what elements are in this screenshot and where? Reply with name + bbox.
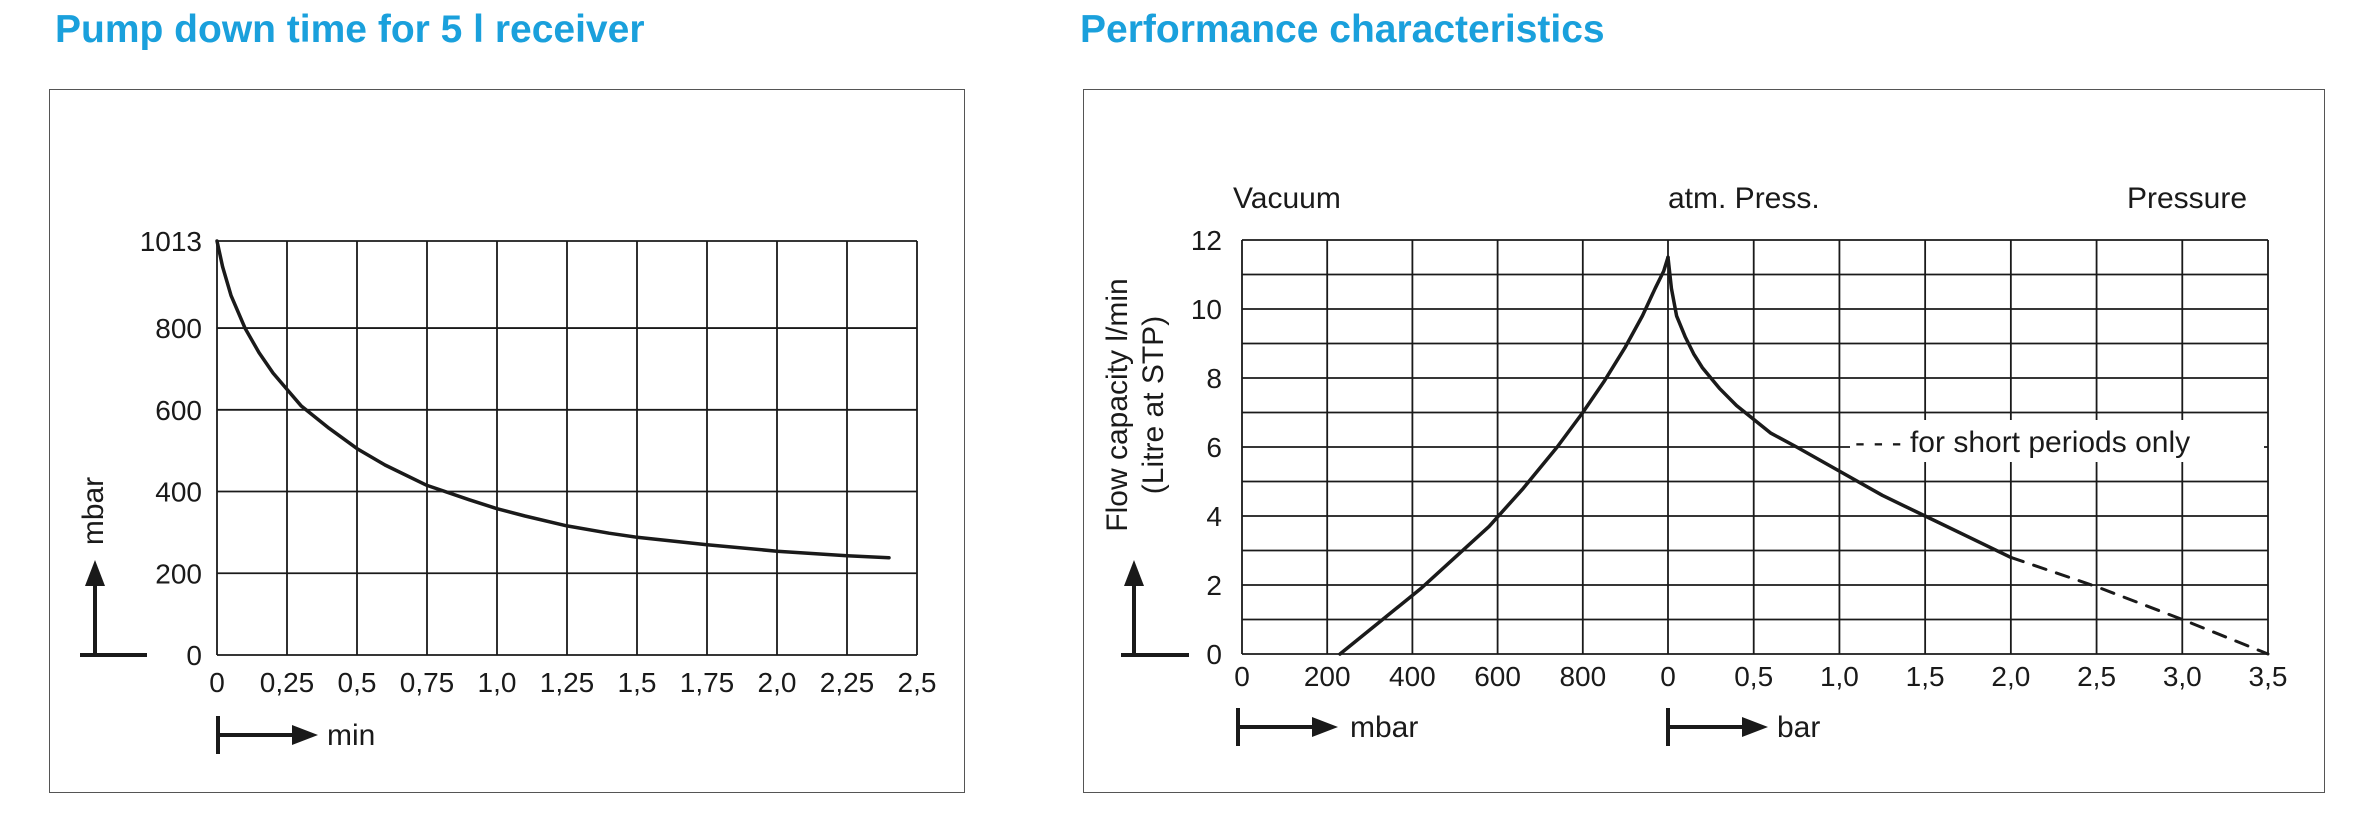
chart1-series-line (215, 239, 891, 560)
chart1-x-tick-label: 0,5 (338, 667, 377, 698)
chart1-y-tick-label: 0 (186, 640, 202, 671)
chart2-pressure-tick-label: 0,5 (1734, 661, 1773, 692)
chart2-vacuum-tick-label: 0 (1234, 661, 1250, 692)
chart2-vacuum-tick-label: 600 (1474, 661, 1521, 692)
chart2-pressure-tick-label: 3,0 (2163, 661, 2202, 692)
chart2-series-line-pressure (1666, 255, 2013, 560)
chart1-x-tick-label: 2,25 (820, 667, 875, 698)
chart2-series-line-dashed (2009, 555, 2270, 656)
chart1-x-axis-label: min (327, 719, 375, 752)
chart1-y-arrow (80, 560, 147, 657)
chart1-y-tick-label: 600 (155, 395, 202, 426)
chart2-vacuum-axis-label: mbar (1350, 711, 1418, 744)
chart1-x-tick-label: 0,75 (400, 667, 455, 698)
chart2-series-line-vacuum (1338, 255, 1670, 656)
chart2-pressure-tick-label: 3,5 (2249, 661, 2288, 692)
chart1-x-tick-label: 1,5 (618, 667, 657, 698)
chart2-vacuum-tick-label: 800 (1559, 661, 1606, 692)
chart1-title: Pump down time for 5 l receiver (55, 8, 645, 51)
chart2-annotation-backdrop (1850, 420, 2264, 462)
chart1-x-arrow (216, 716, 318, 754)
chart2-y-tick-label: 12 (1191, 225, 1222, 256)
chart2-pressure-tick-label: 1,0 (1820, 661, 1859, 692)
chart2-y-axis-label-line1: Flow capacity l/min (1101, 278, 1134, 531)
chart2-region-label-vacuum: Vacuum (1233, 182, 1341, 215)
chart1-y-axis-label: mbar (77, 477, 110, 545)
chart2-pressure-tick-label: 0 (1660, 661, 1676, 692)
chart2-region-label-pressure: Pressure (2127, 182, 2247, 215)
chart2-frame (1083, 89, 2325, 793)
chart1-y-tick-label: 800 (155, 313, 202, 344)
chart2-vacuum-tick-label: 200 (1304, 661, 1351, 692)
chart2-pressure-tick-label: 2,0 (1991, 661, 2030, 692)
chart2-pressure-arrow (1666, 708, 1768, 746)
chart2-y-tick-label: 8 (1206, 363, 1222, 394)
chart1-frame (49, 89, 965, 793)
chart2-y-tick-label: 6 (1206, 432, 1222, 463)
chart2-pressure-tick-label: 2,5 (2077, 661, 2116, 692)
chart2-annotation: - - - for short periods only (1855, 426, 2190, 459)
chart1-x-tick-label: 2,0 (758, 667, 797, 698)
chart2-y-tick-label: 4 (1206, 501, 1222, 532)
chart2-y-axis-label-line2: (Litre at STP) (1137, 316, 1170, 494)
chart1-x-tick-label: 1,0 (478, 667, 517, 698)
chart2-pressure-axis-label: bar (1777, 711, 1820, 744)
chart2-vacuum-arrow (1236, 708, 1338, 746)
chart1-x-tick-label: 1,75 (680, 667, 735, 698)
chart1-x-tick-label: 1,25 (540, 667, 595, 698)
chart1-x-tick-label: 2,5 (898, 667, 937, 698)
chart2-region-label-atm: atm. Press. (1668, 182, 1820, 215)
chart2-y-tick-label: 0 (1206, 639, 1222, 670)
chart1-y-tick-label: 400 (155, 477, 202, 508)
chart1-x-tick-label: 0 (209, 667, 225, 698)
chart2-y-arrow (1121, 560, 1189, 657)
chart2-vacuum-tick-label: 400 (1389, 661, 1436, 692)
chart2-pressure-tick-label: 1,5 (1906, 661, 1945, 692)
chart2-y-tick-label: 2 (1206, 570, 1222, 601)
chart1-x-tick-label: 0,25 (260, 667, 315, 698)
chart1-y-tick-label: 1013 (140, 226, 202, 257)
chart2-title: Performance characteristics (1080, 8, 1605, 51)
chart1-y-tick-label: 200 (155, 558, 202, 589)
chart2-y-tick-label: 10 (1191, 294, 1222, 325)
